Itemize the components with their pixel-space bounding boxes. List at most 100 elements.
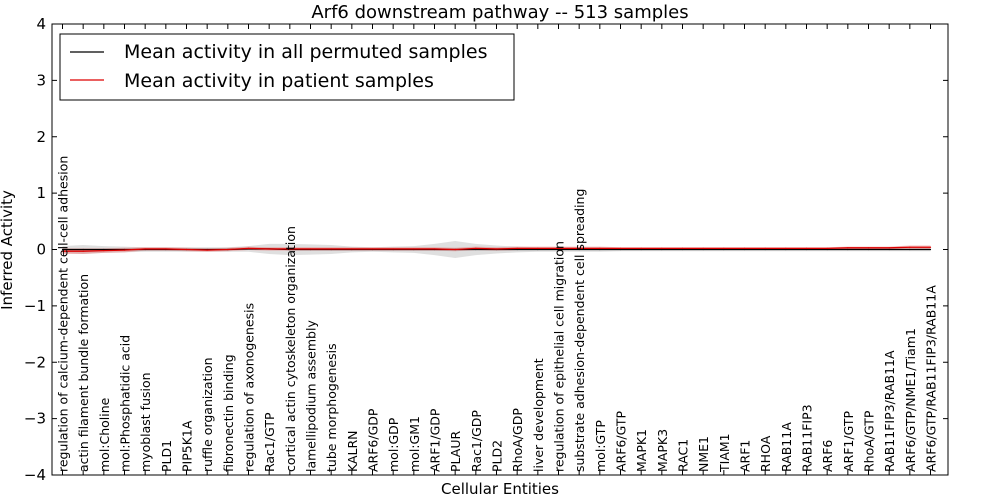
data-point: [785, 248, 787, 251]
legend: Mean activity in all permuted samples Me…: [59, 33, 515, 101]
entity-label: mol:Phosphatidic acid: [118, 335, 133, 472]
entity-label: ARF6: [820, 440, 835, 472]
entity-label: ARF1/GTP: [841, 411, 856, 472]
entity-label: TIAM1: [717, 433, 732, 473]
y-tick-label: −4: [24, 466, 46, 484]
data-point: [867, 248, 870, 251]
entity-label: RAB11FIP3: [800, 404, 815, 472]
data-point: [82, 250, 84, 252]
data-point: [537, 247, 539, 249]
entity-label: ARF6/GTP/RAB11FIP3/RAB11A: [924, 285, 939, 472]
data-point: [413, 248, 415, 250]
data-point: [144, 248, 146, 250]
entity-label: regulation of axonogenesis: [242, 303, 257, 472]
data-point: [578, 247, 580, 249]
entity-label: tube morphogenesis: [324, 343, 339, 472]
x-axis: [62, 24, 931, 475]
data-point: [847, 248, 849, 251]
data-point: [826, 247, 828, 249]
data-point: [578, 248, 580, 251]
data-point: [867, 247, 870, 249]
data-point: [847, 247, 849, 249]
entity-label: RAB11FIP3/RAB11A: [882, 350, 897, 472]
x-axis-title: Cellular Entities: [441, 480, 559, 498]
entity-label: mol:GTP: [593, 420, 608, 472]
data-point: [392, 248, 394, 250]
entity-label: mol:GDP: [386, 417, 401, 472]
chart-title: Arf6 downstream pathway -- 513 samples: [311, 2, 688, 23]
data-point: [61, 248, 64, 251]
data-point: [227, 248, 229, 251]
entity-label: regulation of calcium-dependent cell-cel…: [56, 156, 71, 472]
data-point: [268, 248, 270, 250]
data-point: [619, 247, 622, 249]
data-point: [557, 247, 560, 249]
data-point: [371, 248, 374, 250]
data-point: [599, 248, 601, 251]
entity-label: ARF6/GDP: [366, 408, 381, 472]
data-point: [826, 248, 828, 251]
data-point: [909, 246, 911, 248]
data-point: [206, 249, 208, 251]
data-point: [640, 248, 642, 251]
data-point: [702, 248, 704, 251]
y-axis: −4 −3 −2 −1 0 1 2 3 4: [24, 15, 948, 484]
data-point: [805, 247, 808, 249]
entity-label: RAB11A: [779, 422, 794, 472]
data-point: [888, 247, 890, 249]
series-lines: [61, 246, 932, 252]
y-tick-label: −1: [24, 297, 46, 315]
legend-box: [59, 33, 515, 101]
legend-label-permuted: Mean activity in all permuted samples: [124, 41, 487, 63]
data-point: [185, 248, 188, 251]
data-point: [309, 248, 312, 250]
data-point: [61, 250, 64, 252]
data-point: [929, 246, 932, 248]
data-point: [103, 248, 105, 251]
data-point: [495, 248, 498, 250]
entity-label: mol:Choline: [97, 397, 112, 472]
data-point: [681, 248, 684, 251]
data-point: [454, 248, 456, 251]
data-point: [599, 247, 601, 249]
entity-label: KALRN: [345, 430, 360, 472]
data-point: [681, 247, 684, 249]
data-point: [516, 248, 518, 251]
entity-labels: regulation of calcium-dependent cell-cel…: [56, 156, 939, 473]
entity-label: fibronectin binding: [221, 354, 236, 472]
y-tick-label: 1: [36, 184, 46, 202]
entity-label: actin filament bundle formation: [76, 274, 91, 472]
entity-label: MAPK1: [634, 429, 649, 472]
entity-label: PLD1: [159, 440, 174, 472]
data-point: [764, 248, 766, 251]
entity-label: ARF1: [738, 440, 753, 472]
data-point: [289, 248, 291, 250]
data-point: [888, 248, 890, 251]
data-point: [82, 248, 84, 251]
data-point: [247, 247, 250, 249]
entity-label: Rac1/GTP: [262, 412, 277, 472]
data-point: [909, 248, 911, 251]
data-point: [723, 247, 725, 249]
data-point: [743, 247, 746, 249]
data-point: [764, 247, 766, 249]
y-tick-label: 4: [36, 15, 46, 33]
entity-label: MAPK3: [655, 429, 670, 472]
entity-label: cortical actin cytoskeleton organization: [283, 226, 298, 472]
data-point: [640, 247, 642, 249]
data-point: [661, 248, 663, 251]
entity-label: substrate adhesion-dependent cell spread…: [572, 189, 587, 472]
entity-label: RAC1: [676, 439, 691, 472]
data-point: [516, 247, 518, 249]
entity-label: RhoA/GTP: [862, 410, 877, 472]
data-point: [661, 247, 663, 249]
entity-label: PLAUR: [448, 431, 463, 472]
data-point: [805, 248, 808, 251]
data-point: [619, 248, 622, 251]
data-point: [123, 249, 126, 251]
entity-label: RhoA/GDP: [510, 408, 525, 472]
entity-label: myoblast fusion: [138, 372, 153, 472]
data-point: [557, 248, 560, 251]
entity-label: NME1: [696, 436, 711, 472]
